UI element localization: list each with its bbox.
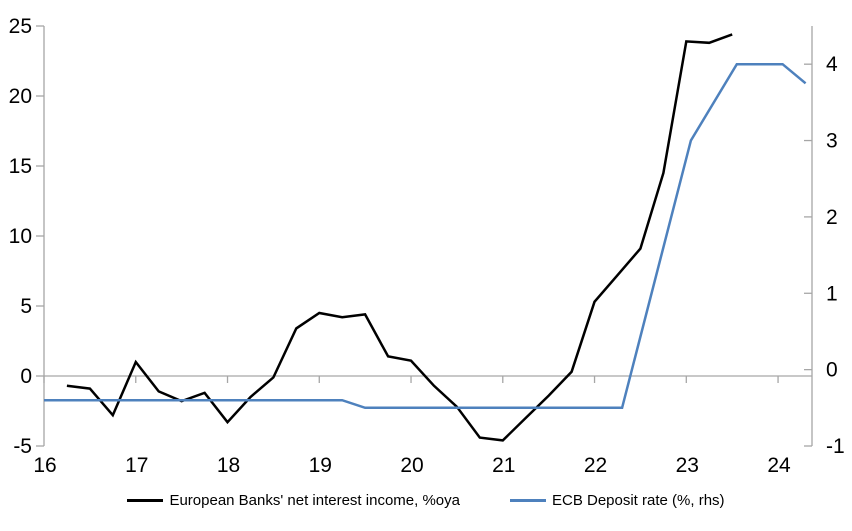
chart-legend: European Banks' net interest income, %oy…	[0, 492, 852, 509]
right-axis-tick-label: 2	[826, 206, 838, 229]
x-axis-tick-label: 21	[492, 454, 515, 477]
right-axis-tick-label: 0	[826, 359, 838, 382]
left-axis-tick-label: 10	[9, 225, 32, 248]
left-axis-tick-label: -5	[13, 435, 32, 458]
left-axis-tick-label: 0	[20, 365, 32, 388]
right-axis-tick-label: 3	[826, 130, 838, 153]
legend-item-ecb-deposit-rate: ECB Deposit rate (%, rhs)	[509, 492, 725, 509]
left-axis-tick-label: 5	[20, 295, 32, 318]
left-axis-tick-label: 15	[9, 155, 32, 178]
legend-item-european-banks-nii: European Banks' net interest income, %oy…	[127, 492, 460, 509]
legend-line-sample-blue	[509, 499, 546, 502]
x-axis-tick-label: 19	[309, 454, 332, 477]
series-line-ecb-deposit-rate	[44, 62, 807, 410]
x-axis-tick-label: 16	[33, 454, 56, 477]
right-axis-tick-label: 4	[826, 53, 838, 76]
left-axis-tick-label: 25	[9, 15, 32, 38]
x-axis-tick-label: 24	[767, 454, 791, 477]
x-axis-tick-label: 20	[400, 454, 423, 477]
x-axis-tick-label: 22	[584, 454, 607, 477]
x-axis-tick-label: 18	[217, 454, 240, 477]
x-axis-tick-label: 23	[676, 454, 699, 477]
x-axis-tick-label: 17	[125, 454, 148, 477]
legend-label-ecb-deposit-rate: ECB Deposit rate (%, rhs)	[551, 492, 725, 509]
legend-label-european-banks-nii: European Banks' net interest income, %oy…	[169, 492, 460, 509]
left-axis-tick-label: 20	[9, 85, 32, 108]
right-axis-tick-label: -1	[826, 435, 845, 458]
series-line-european-banks-nii	[66, 33, 733, 442]
legend-line-sample-black	[127, 499, 164, 502]
right-axis-tick-label: 1	[826, 282, 838, 305]
